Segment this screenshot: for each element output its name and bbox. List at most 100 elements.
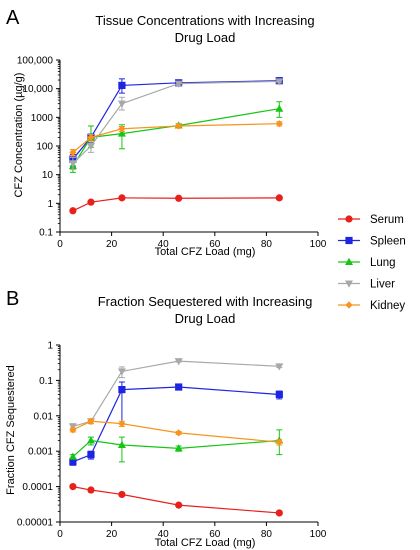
series-line-liver: [72, 80, 280, 164]
series-line-lung: [72, 108, 280, 167]
legend: Serum Spleen Lung Liver Kidney: [338, 214, 406, 312]
data-point: [275, 194, 283, 202]
data-point: [117, 129, 126, 137]
series-liver: [68, 358, 284, 431]
data-point: [275, 78, 284, 86]
marks-a: [68, 77, 284, 215]
y-tick-label: 1000: [31, 113, 54, 124]
x-tick-label: 20: [106, 529, 118, 540]
x-axis-label: Total CFZ Load (mg): [155, 246, 256, 258]
data-point: [68, 160, 77, 168]
data-point: [275, 104, 284, 112]
x-tick-label: 60: [209, 529, 221, 540]
x-tick-label: 100: [310, 529, 327, 540]
panel-letter-b: B: [6, 288, 19, 310]
data-point: [87, 417, 95, 425]
chart-title-line-1: Tissue Concentrations with Increasing: [95, 13, 314, 28]
data-point: [87, 198, 95, 206]
legend-item-serum: Serum: [338, 214, 404, 226]
data-point: [69, 426, 77, 434]
panel-letter-a: A: [6, 7, 20, 29]
axes-b: 0 20 40 60 80 100 0.00001 0.0001 0.001 0.01 0.1 1: [17, 341, 327, 541]
x-tick-label: 80: [261, 529, 273, 540]
data-point: [68, 452, 77, 460]
data-point: [69, 148, 77, 156]
data-point: [118, 194, 126, 202]
data-point: [87, 451, 95, 459]
data-point: [275, 390, 283, 399]
legend-item-liver: Liver: [338, 279, 395, 291]
x-tick-label: 40: [158, 239, 170, 250]
data-point: [86, 143, 95, 151]
series-lung: [68, 101, 284, 173]
data-point: [275, 120, 283, 128]
data-point: [174, 358, 183, 366]
data-point: [117, 368, 126, 376]
y-axis-label: CFZ Concentration (µg/g): [13, 73, 25, 198]
y-tick-label: 0.1: [39, 376, 53, 387]
panel-b: B Fraction Sequestered with Increasing D…: [5, 288, 327, 549]
series-line-serum: [72, 486, 280, 514]
x-tick-label: 80: [261, 239, 273, 250]
data-point: [118, 81, 126, 90]
x-tick-label: 20: [106, 239, 118, 250]
data-point: [174, 80, 183, 88]
x-tick-label: 0: [57, 239, 63, 250]
series-kidney: [69, 120, 283, 157]
data-point: [275, 509, 283, 517]
y-tick-label: 0.0001: [22, 482, 53, 493]
data-point: [275, 363, 284, 371]
data-point: [175, 383, 183, 391]
data-point: [118, 490, 126, 499]
series-serum: [69, 483, 283, 517]
data-point: [86, 436, 95, 444]
legend-label: Kidney: [370, 300, 405, 312]
legend-label: Serum: [370, 214, 404, 226]
chart-title-line-2: Drug Load: [175, 311, 236, 326]
data-point: [174, 444, 183, 452]
legend-marker: [345, 280, 353, 288]
series-spleen: [69, 77, 283, 167]
series-liver: [68, 78, 284, 171]
y-tick-label: 0.01: [34, 411, 54, 422]
legend-item-lung: Lung: [338, 257, 396, 269]
data-point: [175, 194, 183, 202]
x-tick-label: 0: [57, 529, 63, 540]
y-tick-label: 100,000: [17, 56, 54, 67]
x-axis-label: Total CFZ Load (mg): [155, 537, 256, 549]
series-lung: [68, 429, 284, 463]
chart-title-line-1: Fraction Sequestered with Increasing: [98, 294, 313, 309]
legend-marker: [345, 301, 353, 309]
legend-item-spleen: Spleen: [338, 236, 406, 248]
series-kidney: [69, 417, 283, 446]
panel-a: A Tissue Concentrations with Increasing …: [6, 7, 327, 258]
legend-item-kidney: Kidney: [338, 300, 405, 312]
marks-b: [68, 358, 284, 517]
series-line-liver: [72, 360, 280, 428]
data-point: [118, 420, 126, 428]
y-tick-label: 0.1: [39, 228, 53, 239]
data-point: [87, 133, 95, 141]
y-tick-label: 10,000: [22, 84, 53, 95]
y-tick-label: 10: [42, 170, 54, 181]
y-tick-label: 0.00001: [17, 518, 54, 529]
data-point: [87, 486, 95, 494]
legend-label: Liver: [370, 279, 395, 291]
series-line-spleen: [72, 80, 280, 160]
x-tick-label: 100: [310, 239, 327, 250]
y-tick-label: 1: [47, 199, 53, 210]
data-point: [117, 100, 126, 108]
y-tick-label: 1: [47, 341, 53, 352]
y-axis-label: Fraction CFZ Sequestered: [5, 365, 17, 495]
legend-marker: [345, 257, 353, 265]
data-point: [175, 501, 183, 509]
legend-marker: [345, 215, 353, 223]
data-point: [118, 385, 126, 394]
data-point: [69, 483, 77, 491]
x-tick-label: 40: [158, 529, 170, 540]
y-tick-label: 0.001: [28, 447, 53, 458]
series-line-lung: [72, 439, 280, 458]
legend-label: Spleen: [370, 236, 406, 248]
data-point: [69, 458, 77, 466]
